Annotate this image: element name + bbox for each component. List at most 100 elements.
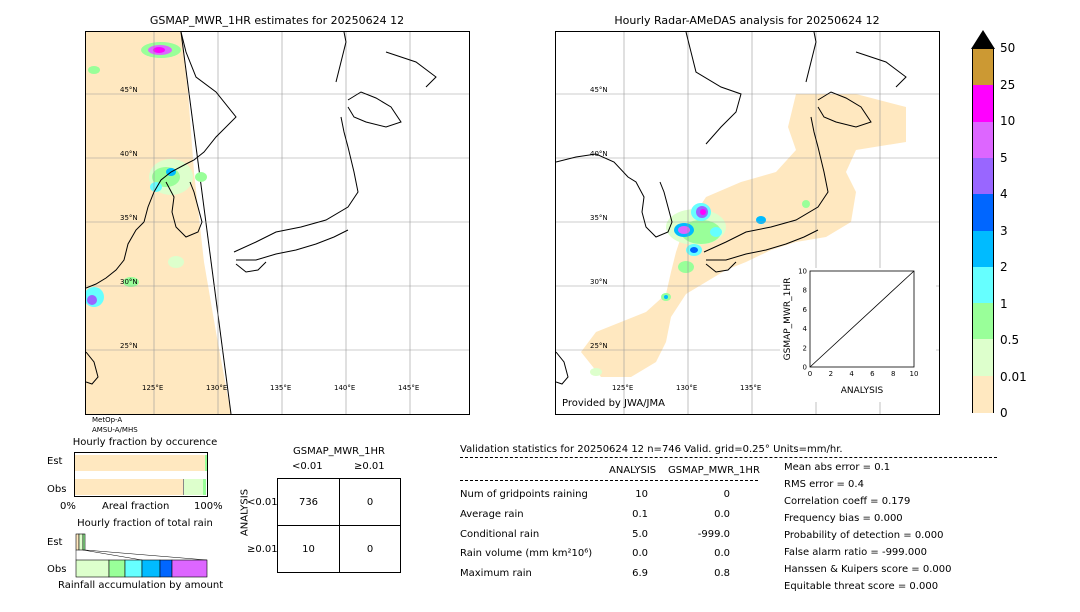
rain-patch — [153, 47, 165, 53]
contingency-table: 736 0 10 0 — [277, 478, 401, 573]
lat-label: 30°N — [120, 278, 138, 286]
obs-total-bar — [141, 559, 161, 578]
connector-line — [84, 549, 208, 561]
score-line: Correlation coeff = 0.179 — [784, 496, 911, 507]
contingency-row-header: ≥0.01 — [247, 544, 278, 555]
rain-patch — [664, 295, 668, 299]
est-fraction-bar — [75, 455, 207, 471]
coastlines — [556, 32, 907, 385]
lat-label: 25°N — [120, 342, 138, 350]
rain-patch — [710, 227, 722, 237]
contingency-cell: 10 — [302, 544, 315, 555]
validation-header: Validation statistics for 20250624 12 n=… — [460, 444, 843, 455]
stat-gsmap-value: 0.0 — [714, 548, 730, 559]
scatter-xtick-label: 10 — [910, 370, 919, 378]
obs-fraction-bar — [75, 479, 183, 495]
lat-label: 40°N — [590, 150, 608, 158]
colorbar-tick-label: 10 — [1000, 114, 1016, 128]
table-divider — [278, 525, 400, 526]
right-map: 45°N 40°N 35°N 30°N 25°N 125°E 130°E 135… — [555, 31, 940, 415]
rain-patch — [88, 66, 100, 74]
stat-gsmap-value: 0 — [723, 489, 730, 500]
contingency-side-label: ANALYSIS — [239, 488, 251, 537]
lon-label: 130°E — [206, 384, 228, 392]
fraction-occurrence-title: Hourly fraction by occurence — [72, 437, 218, 448]
stat-analysis-value: 6.9 — [632, 568, 648, 579]
stat-analysis-value: 0.1 — [632, 509, 648, 520]
est-fraction-rain-bar — [205, 455, 207, 471]
rain-patch — [87, 295, 97, 305]
stat-label: Maximum rain — [460, 568, 532, 579]
axis-left-label: 0% — [60, 501, 76, 512]
fraction-occurrence-plot — [74, 452, 208, 497]
scatter-xlabel: ANALYSIS — [840, 386, 884, 396]
coastlines — [86, 32, 437, 385]
lat-label: 40°N — [120, 150, 138, 158]
swath-area — [86, 32, 231, 414]
rain-patch — [123, 277, 139, 287]
colorbar-segment — [973, 339, 993, 377]
colorbar-over-arrow — [971, 30, 995, 49]
lon-label: 135°E — [740, 384, 762, 392]
scatter-ylabel: GSMAP_MWR_1HR — [783, 277, 793, 361]
scatter-ytick-label: 0 — [803, 364, 807, 372]
colorbar-segment — [973, 49, 993, 86]
rain-patch — [150, 182, 162, 192]
colorbar-segment — [973, 121, 993, 159]
score-line: Mean abs error = 0.1 — [784, 462, 891, 473]
colorbar-tick-label: 0.01 — [1000, 369, 1027, 384]
col-analysis: ANALYSIS — [609, 465, 657, 476]
est-total-bar — [82, 533, 86, 551]
axis-right-label: 100% — [194, 501, 223, 512]
map-gridlines — [86, 32, 469, 414]
lat-label: 45°N — [590, 86, 608, 94]
colorbar-segment — [973, 85, 993, 123]
contingency-title: GSMAP_MWR_1HR — [293, 446, 385, 457]
lon-label: 145°E — [398, 384, 420, 392]
obs-total-bar — [75, 559, 110, 578]
scatter-ytick-label: 2 — [803, 344, 807, 352]
left-map-canvas — [86, 32, 469, 414]
contingency-cell: 736 — [298, 497, 319, 508]
stat-gsmap-value: 0.0 — [714, 509, 730, 520]
obs-total-bar — [108, 559, 126, 578]
scatter-xtick-label: 0 — [808, 370, 812, 378]
rain-patch — [590, 368, 602, 376]
colorbar-tick-label: 0 — [1000, 406, 1008, 420]
stat-analysis-value: 0.0 — [632, 548, 648, 559]
scatter-xtick-label: 8 — [891, 370, 895, 378]
obs-fraction-rain-bar — [183, 479, 204, 495]
obs-label: Obs — [47, 484, 67, 495]
lat-label: 30°N — [590, 278, 608, 286]
over-triangle — [971, 30, 995, 49]
scatter-ytick-label: 10 — [798, 268, 807, 276]
score-line: Hanssen & Kuipers score = 0.000 — [784, 564, 952, 575]
colorbar-segment — [973, 157, 993, 195]
analysis-coverage — [581, 94, 906, 377]
fraction-total-canvas — [75, 533, 208, 578]
score-line: Probability of detection = 0.000 — [784, 530, 944, 541]
axis-mid-label: Areal fraction — [102, 501, 170, 512]
rain-patch — [678, 261, 694, 273]
rain-patch — [168, 256, 184, 268]
satellite-name: MetOp-A — [92, 416, 123, 424]
score-line: RMS error = 0.4 — [784, 479, 864, 490]
colorbar-segment — [973, 375, 993, 413]
stat-label: Num of gridpoints raining — [460, 489, 588, 500]
obs-total-bar — [159, 559, 173, 578]
rain-patch — [802, 200, 810, 208]
validation-header-rule — [460, 457, 997, 458]
colorbar-segment — [973, 230, 993, 268]
scatter-ytick-label: 8 — [803, 287, 807, 295]
right-map-title: Hourly Radar-AMeDAS analysis for 2025062… — [614, 14, 880, 27]
stat-analysis-value: 10 — [635, 489, 648, 500]
fraction-total-title: Hourly fraction of total rain — [77, 518, 213, 529]
swath-edge — [180, 32, 232, 414]
data-credit: Provided by JWA/JMA — [562, 398, 665, 409]
scatter-canvas: 00 2 2 4 4 6 6 8 8 10 10 — [798, 268, 919, 378]
fraction-total-footer: Rainfall accumulation by amount — [58, 580, 224, 591]
obs-total-bar — [171, 559, 208, 578]
colorbar-segment — [973, 194, 993, 232]
scatter-xtick-label: 6 — [870, 370, 875, 378]
colorbar-tick-label: 50 — [1000, 41, 1016, 55]
